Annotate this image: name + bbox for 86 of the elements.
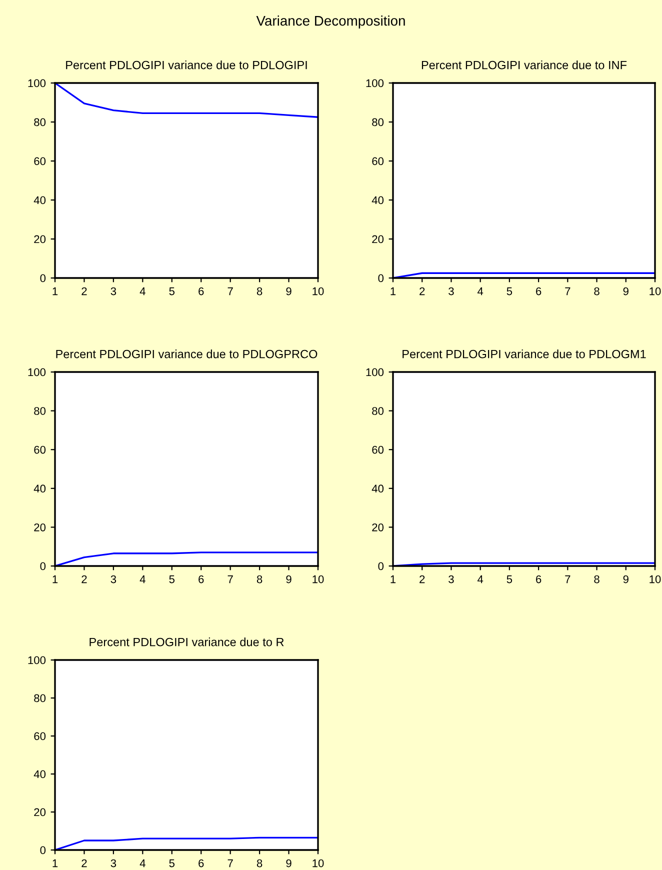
x-tick-label: 3 (110, 575, 116, 584)
x-tick-label: 5 (506, 575, 512, 584)
x-tick-label: 7 (228, 859, 233, 868)
x-tick-label: 1 (390, 287, 396, 296)
x-tick-label: 6 (198, 859, 204, 868)
y-tick-label: 80 (34, 118, 46, 126)
x-tick-label: 2 (420, 287, 425, 296)
y-tick-label: 80 (372, 407, 384, 415)
x-tick-label: 7 (565, 575, 570, 584)
x-tick-label: 4 (140, 575, 146, 584)
y-tick-label: 80 (34, 407, 46, 415)
x-tick-label: 7 (565, 287, 570, 296)
x-tick-label: 10 (650, 287, 661, 296)
y-tick-label: 40 (372, 196, 384, 204)
x-tick-label: 3 (110, 859, 116, 868)
x-tick-label: 6 (536, 287, 542, 296)
y-tick-label: 100 (28, 79, 46, 88)
y-tick-label: 60 (34, 157, 46, 166)
y-tick-label: 60 (34, 732, 46, 740)
x-tick-label: 4 (478, 575, 484, 584)
x-tick-label: 8 (256, 287, 262, 296)
x-tick-label: 5 (169, 287, 175, 296)
y-tick-label: 80 (372, 118, 384, 126)
y-tick-label: 20 (372, 235, 384, 244)
y-tick-label: 100 (366, 368, 384, 376)
x-tick-label: 8 (594, 575, 600, 584)
y-tick-label: 0 (40, 562, 46, 570)
y-tick-label: 40 (34, 770, 46, 778)
y-tick-label: 60 (372, 446, 384, 454)
x-tick-label: 1 (52, 287, 58, 296)
x-tick-label: 8 (256, 859, 262, 868)
x-tick-label: 4 (140, 859, 146, 868)
x-tick-label: 5 (169, 575, 175, 584)
chart-title: Percent PDLOGIPI variance due to PDLOGIPI (66, 60, 307, 70)
y-tick-label: 60 (372, 157, 384, 166)
chart-title: Percent PDLOGIPI variance due to R (90, 638, 284, 646)
y-tick-label: 100 (366, 79, 384, 88)
x-tick-label: 10 (650, 575, 661, 584)
x-tick-label: 1 (390, 575, 396, 584)
x-tick-label: 10 (312, 859, 324, 868)
x-tick-label: 2 (82, 287, 87, 296)
y-tick-label: 20 (34, 808, 46, 816)
x-tick-label: 8 (594, 287, 600, 296)
x-tick-label: 1 (52, 859, 58, 868)
x-tick-label: 10 (312, 575, 324, 584)
y-tick-label: 40 (34, 484, 46, 493)
x-tick-label: 7 (228, 287, 233, 296)
y-tick-label: 60 (34, 446, 46, 454)
y-tick-label: 0 (40, 846, 46, 854)
x-tick-label: 3 (110, 287, 116, 296)
x-tick-label: 5 (169, 859, 175, 868)
y-tick-label: 40 (34, 196, 46, 204)
x-tick-label: 2 (82, 859, 87, 868)
x-tick-label: 7 (228, 575, 233, 584)
x-tick-label: 9 (286, 287, 292, 296)
x-tick-label: 3 (448, 575, 454, 584)
x-tick-label: 2 (82, 575, 87, 584)
chart-title: Percent PDLOGIPI variance due to PDLOGM1 (402, 350, 646, 358)
y-tick-label: 0 (378, 562, 384, 570)
y-tick-label: 0 (378, 274, 384, 282)
x-tick-label: 3 (448, 287, 454, 296)
y-tick-label: 100 (28, 656, 46, 664)
chart-title: Percent PDLOGIPI variance due to INF (422, 60, 627, 70)
x-tick-label: 5 (506, 287, 512, 296)
y-tick-label: 20 (372, 523, 384, 532)
x-tick-label: 2 (420, 575, 425, 584)
x-tick-label: 9 (623, 575, 628, 584)
x-tick-label: 9 (623, 287, 628, 296)
y-tick-label: 40 (372, 484, 384, 493)
text: Variance Decomposition (256, 16, 405, 28)
x-tick-label: 9 (286, 859, 292, 868)
x-tick-label: 4 (140, 287, 146, 296)
y-tick-label: 100 (28, 368, 46, 376)
x-tick-label: 6 (198, 575, 204, 584)
x-tick-label: 6 (198, 287, 204, 296)
y-tick-label: 20 (34, 235, 46, 244)
x-tick-label: 8 (256, 575, 262, 584)
y-tick-label: 0 (40, 274, 46, 282)
chart-title: Percent PDLOGIPI variance due to PDLOGPRCO (56, 350, 318, 358)
x-tick-label: 4 (478, 287, 484, 296)
x-tick-label: 6 (536, 575, 542, 584)
x-tick-label: 9 (286, 575, 292, 584)
x-tick-label: 1 (52, 575, 58, 584)
y-tick-label: 80 (34, 694, 46, 702)
y-tick-label: 20 (34, 523, 46, 532)
x-tick-label: 10 (312, 287, 324, 296)
